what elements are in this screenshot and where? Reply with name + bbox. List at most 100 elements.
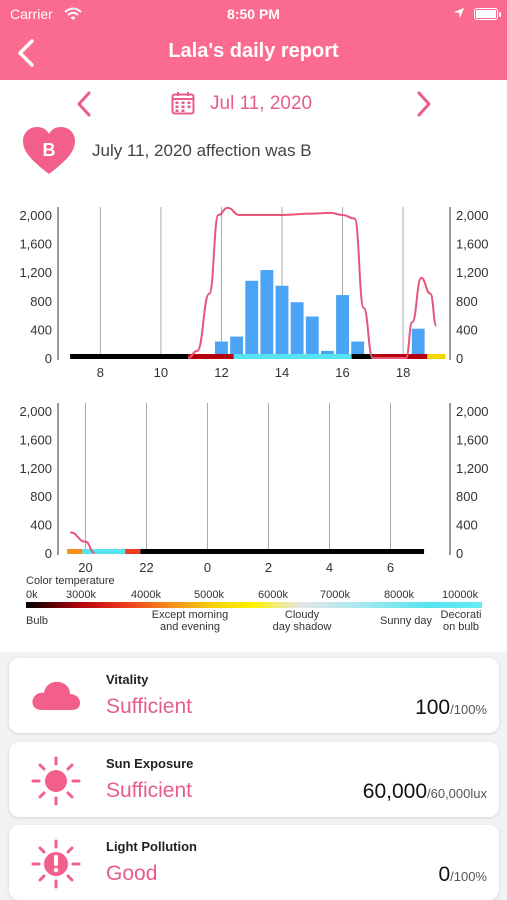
card-unit: /100% — [450, 869, 487, 884]
clock: 8:50 PM — [227, 6, 280, 22]
chart-bar — [290, 302, 304, 358]
card-label: Vitality — [106, 672, 149, 687]
y-tick-label-right: 0 — [456, 351, 463, 366]
x-tick-label: 8 — [97, 365, 104, 380]
card-value: 100 — [415, 696, 451, 719]
card-value: 0 — [438, 863, 451, 886]
color-temperature-segment — [188, 354, 234, 359]
back-button[interactable] — [12, 38, 42, 68]
next-day-button[interactable] — [412, 90, 436, 118]
card-status: Good — [106, 862, 158, 885]
x-tick-label: 22 — [139, 560, 153, 575]
current-date[interactable]: Jul 11, 2020 — [210, 93, 313, 114]
carrier-label: Carrier — [10, 6, 53, 22]
previous-day-button[interactable] — [72, 90, 96, 118]
battery-icon — [474, 8, 498, 20]
ct-tick: 5000k — [194, 589, 224, 601]
nav-bar: Carrier 8:50 PM Lala's daily report — [0, 0, 507, 80]
chart-bar — [230, 336, 244, 358]
color-temperature-segment — [372, 354, 428, 359]
y-tick-label-left: 800 — [30, 489, 52, 504]
color-temperature-segment — [125, 549, 141, 554]
y-tick-label-left: 1,600 — [19, 432, 52, 447]
card-value-group: 100/100% — [415, 696, 487, 720]
affection-text: July 11, 2020 affection was B — [92, 141, 312, 160]
ct-label-except-morning: Except morning and evening — [151, 609, 229, 633]
y-tick-label-right: 1,600 — [456, 432, 489, 447]
y-tick-label-right: 1,200 — [456, 461, 489, 476]
card-value: 60,000 — [362, 780, 427, 803]
x-tick-label: 6 — [387, 560, 394, 575]
y-tick-label-left: 1,200 — [19, 461, 52, 476]
color-temperature-labels: Bulb Except morning and evening Cloudy d… — [0, 609, 507, 639]
ct-tick: 3000k — [66, 589, 96, 601]
affection-heart-icon: B — [23, 127, 75, 174]
card-status: Sufficient — [106, 695, 192, 718]
card-label: Light Pollution — [106, 839, 197, 854]
ct-tick: 0k — [26, 589, 38, 601]
x-tick-label: 10 — [154, 365, 168, 380]
y-tick-label-left: 0 — [45, 351, 52, 366]
y-tick-label-left: 0 — [45, 546, 52, 561]
color-temperature-segment — [70, 354, 189, 359]
x-tick-label: 12 — [214, 365, 228, 380]
y-tick-label-left: 400 — [30, 322, 52, 337]
chart-bar — [351, 341, 365, 358]
color-temperature-segment — [351, 354, 373, 359]
y-tick-label-left: 1,600 — [19, 237, 52, 252]
x-tick-label: 14 — [275, 365, 289, 380]
ct-tick: 7000k — [320, 589, 350, 601]
chart-bar — [411, 328, 425, 358]
chart-bar — [215, 341, 228, 358]
color-temperature-segment — [67, 549, 83, 554]
light-pollution-card[interactable]: Light Pollution Good 0/100% — [9, 825, 499, 900]
card-unit: /100% — [450, 702, 487, 717]
x-tick-label: 4 — [326, 560, 333, 575]
ct-tick: 10000k — [442, 589, 479, 601]
ct-tick: 6000k — [258, 589, 288, 601]
card-value-group: 0/100% — [438, 863, 487, 887]
card-unit: /60,000lux — [427, 786, 487, 801]
battery-tip — [499, 12, 501, 17]
nighttime-light-chart: 20 22 0 2 4 6 2,000 2,000 1,600 1,600 1,200 1,200 80… — [19, 403, 489, 575]
sun-icon — [31, 756, 81, 806]
ct-tick: 4000k — [131, 589, 161, 601]
affection-grade: B — [43, 140, 56, 160]
y-tick-label-left: 400 — [30, 518, 52, 533]
ct-label-bulb: Bulb — [26, 615, 49, 627]
color-temperature-segment — [140, 549, 425, 554]
location-arrow-icon — [454, 8, 464, 18]
y-tick-label-left: 1,200 — [19, 265, 52, 280]
y-tick-label-right: 800 — [456, 294, 478, 309]
wifi-icon — [64, 7, 82, 20]
x-tick-label: 16 — [335, 365, 349, 380]
ct-tick: 8000k — [384, 589, 414, 601]
ct-label-cloudy: Cloudy day shadow — [272, 609, 332, 633]
color-temperature-title: Color temperature — [26, 575, 115, 587]
y-tick-label-right: 2,000 — [456, 208, 489, 223]
color-temperature-segment — [427, 354, 446, 359]
x-tick-label: 20 — [78, 560, 92, 575]
y-tick-label-right: 400 — [456, 518, 478, 533]
cloud-icon — [32, 681, 80, 710]
card-value-group: 60,000/60,000lux — [363, 780, 487, 804]
date-navigator: Jul 11, 2020 — [0, 88, 507, 120]
vitality-card[interactable]: Vitality Sufficient 100/100% — [9, 658, 499, 733]
card-status: Sufficient — [106, 779, 192, 802]
color-temperature-segment — [233, 354, 352, 359]
x-tick-label: 0 — [204, 560, 211, 575]
y-tick-label-right: 400 — [456, 322, 478, 337]
chart-line — [187, 206, 438, 359]
x-tick-label: 18 — [396, 365, 410, 380]
ct-label-sunny: Sunny day — [380, 615, 432, 627]
calendar-icon[interactable] — [171, 91, 195, 115]
chart-bar — [260, 270, 274, 358]
chart-line — [70, 531, 95, 554]
sun-exposure-card[interactable]: Sun Exposure Sufficient 60,000/60,000lux — [9, 742, 499, 817]
color-temperature-gradient — [26, 602, 482, 608]
card-label: Sun Exposure — [106, 756, 194, 771]
ct-label-decoration: Decorati on bulb — [440, 609, 482, 633]
y-tick-label-right: 0 — [456, 546, 463, 561]
y-tick-label-right: 1,200 — [456, 265, 489, 280]
status-bar: Carrier 8:50 PM — [0, 6, 507, 24]
